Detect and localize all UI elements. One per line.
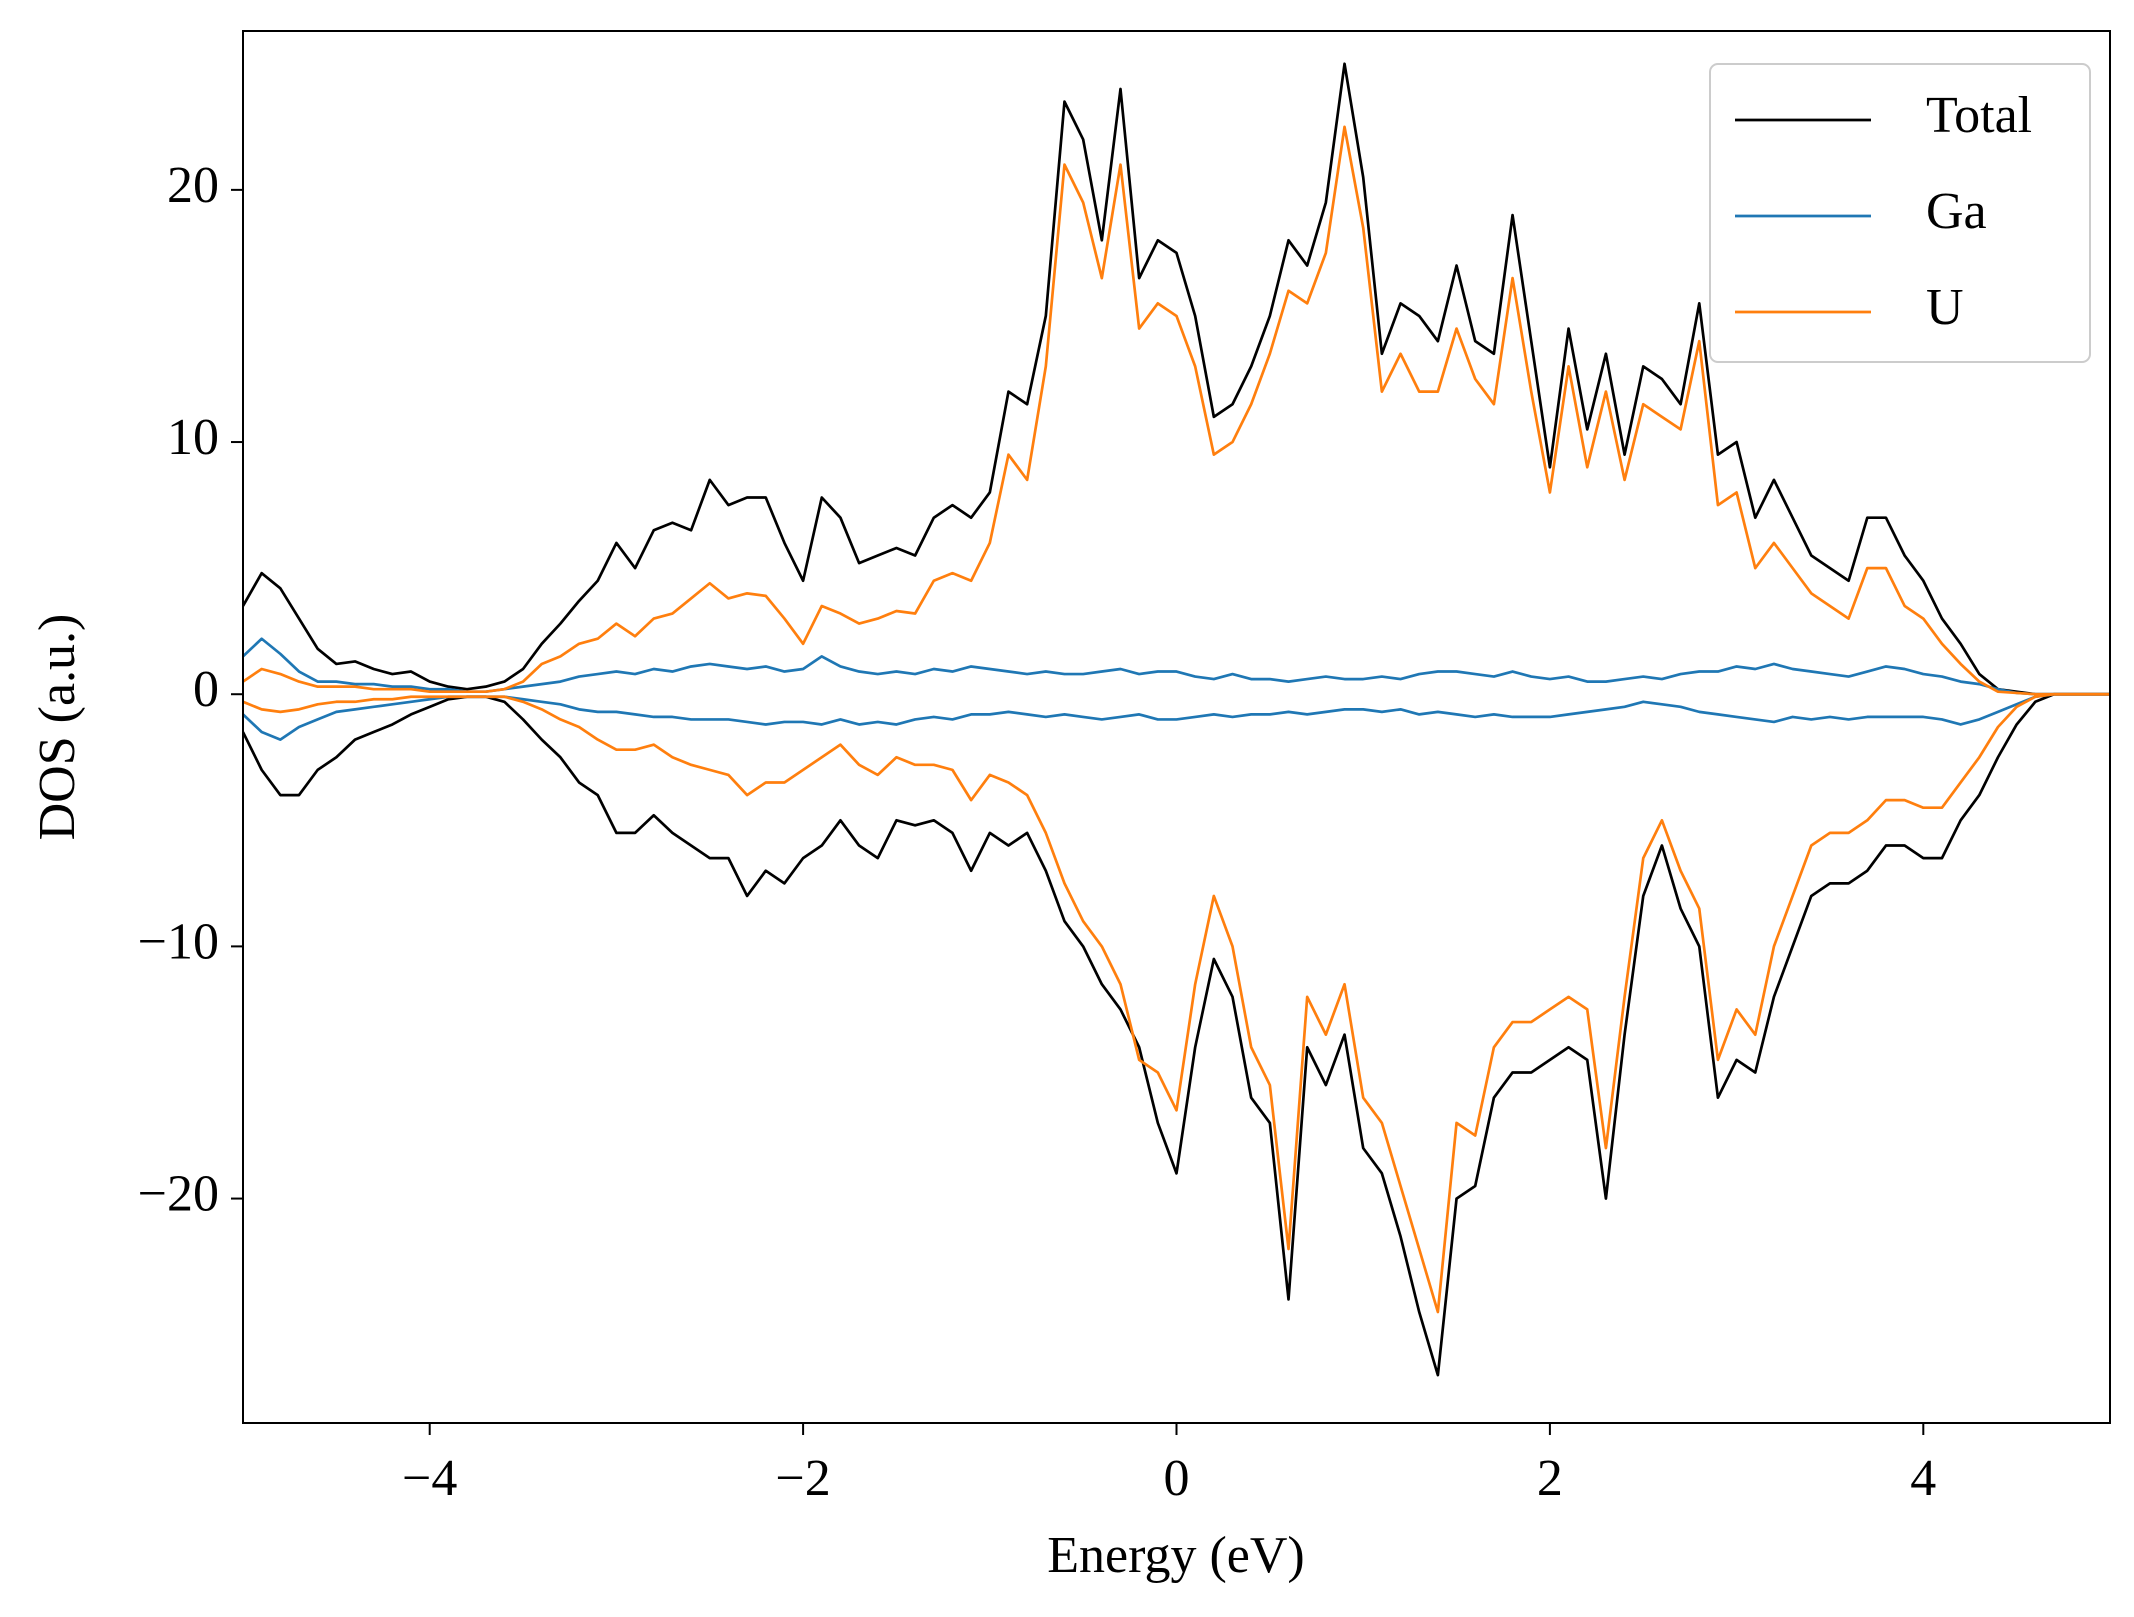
x-axis-label: Energy (eV) [1047, 1527, 1305, 1584]
x-tick-label: 2 [1537, 1450, 1563, 1507]
dos-line [243, 692, 2110, 1377]
legend-label: U [1926, 279, 1964, 336]
dos-line [243, 692, 2110, 1314]
y-tick-label: 20 [167, 157, 219, 214]
x-tick-label: −4 [402, 1450, 457, 1507]
legend-label: Total [1926, 87, 2032, 144]
dos-line [243, 637, 2110, 696]
y-tick-label: 10 [167, 409, 219, 466]
dos-line [243, 62, 2110, 696]
y-tick-label: −10 [138, 913, 219, 970]
x-tick-label: 4 [1910, 1450, 1936, 1507]
x-tick-label: −2 [775, 1450, 830, 1507]
dos-line [243, 692, 2110, 741]
x-tick-label: 0 [1164, 1450, 1190, 1507]
y-tick-label: −20 [138, 1166, 219, 1223]
y-axis-label: DOS (a.u.) [29, 614, 86, 841]
y-tick-label: 0 [193, 661, 219, 718]
plot-frame [242, 30, 2111, 1424]
legend-label: Ga [1926, 183, 1987, 240]
dos-line [243, 125, 2110, 696]
legend-box [1709, 63, 2091, 363]
